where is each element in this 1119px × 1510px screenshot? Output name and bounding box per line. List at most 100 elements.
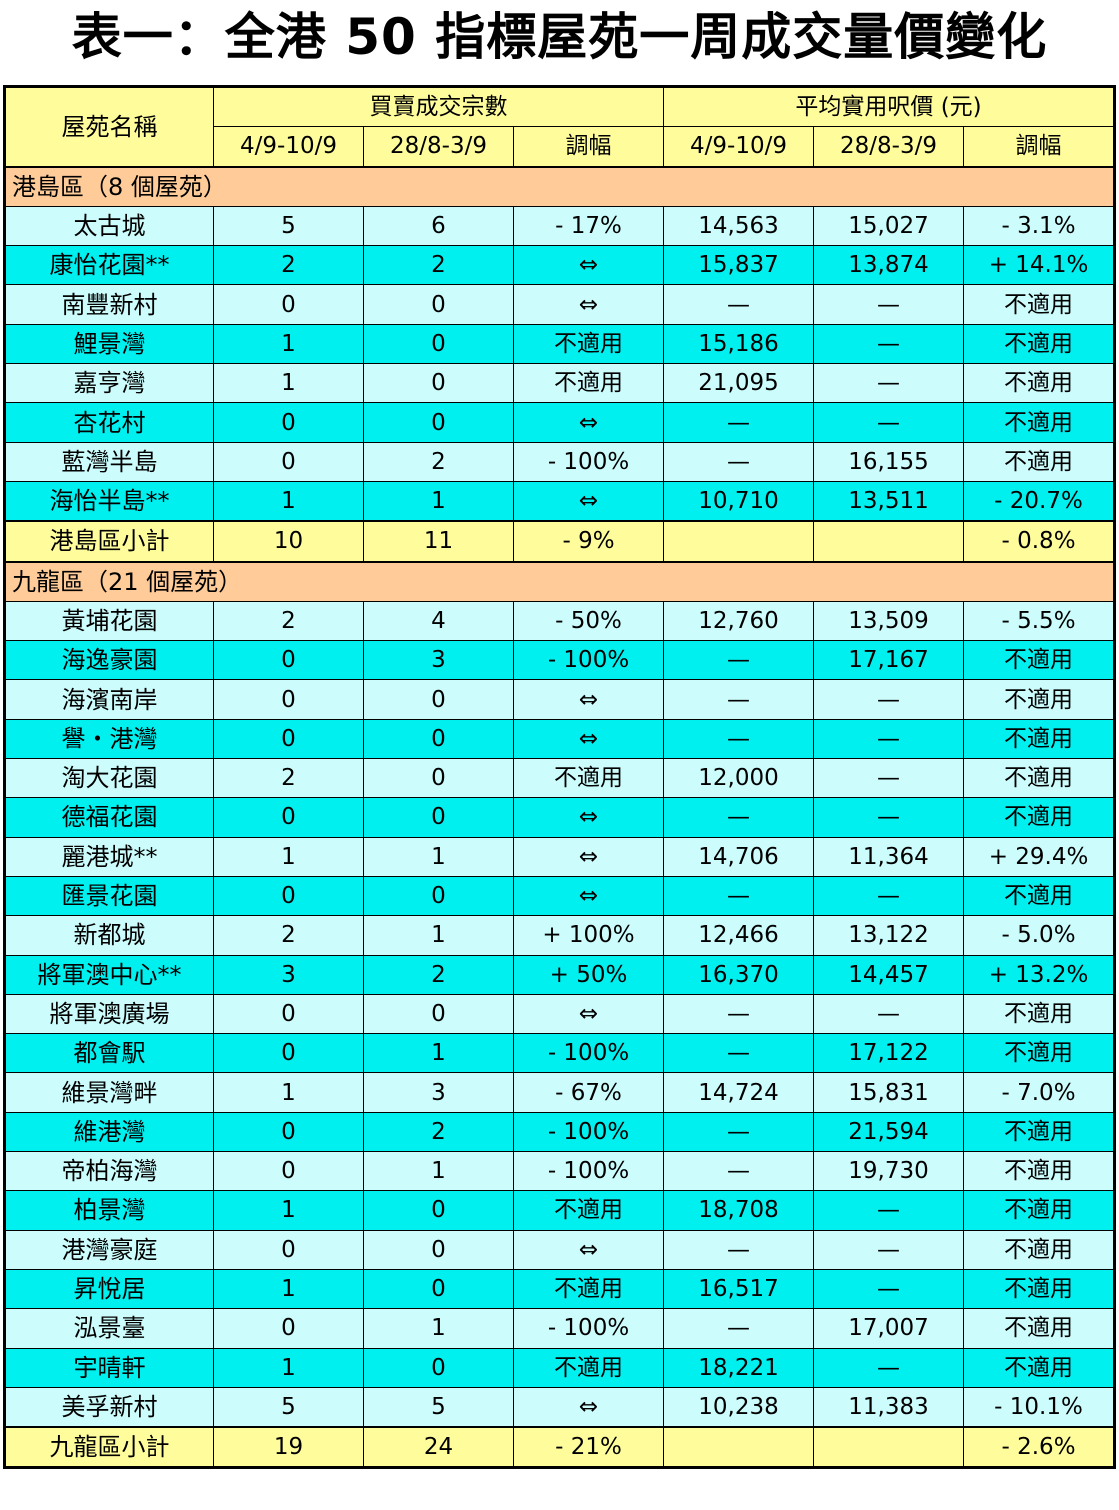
volume-change-cell: ⇔ bbox=[512, 1386, 665, 1428]
price-change-cell: 不適用 bbox=[963, 1229, 1116, 1270]
header-row-2: 4/9-10/9 28/8-3/9 調幅 4/9-10/9 28/8-3/9 調… bbox=[5, 126, 1116, 168]
estate-name-cell: 麗港城** bbox=[4, 836, 214, 877]
price-this-week-cell: 14,563 bbox=[663, 205, 815, 247]
volume-last-week-cell: 0 bbox=[363, 1190, 514, 1231]
price-this-week-cell: 16,370 bbox=[663, 954, 815, 995]
table-row: 昇悅居 1 0 不適用 16,517— 不適用 bbox=[4, 1268, 1116, 1310]
table-row: 海怡半島** 1 1 ⇔ 10,710 13,511- 20.7% bbox=[4, 480, 1116, 522]
volume-this-week-cell: 0 bbox=[213, 1111, 364, 1153]
price-last-week-cell: 19,730 bbox=[813, 1151, 965, 1192]
estate-name-cell: 都會駅 bbox=[4, 1033, 214, 1074]
volume-this-week-cell: 0 bbox=[213, 1308, 364, 1349]
table-row: 維景灣畔 1 3- 67% 14,724 15,831- 7.0% bbox=[4, 1072, 1116, 1113]
price-this-week-cell: 18,708 bbox=[663, 1190, 815, 1231]
volume-this-week-cell: 0 bbox=[213, 1229, 364, 1270]
price-last-week-cell: — bbox=[813, 1229, 965, 1270]
estate-name-cell: 康怡花園** bbox=[4, 245, 214, 286]
volume-change-cell: - 100% bbox=[512, 640, 665, 681]
price-change-cell: 不適用 bbox=[963, 875, 1116, 917]
price-change-cell: 不適用 bbox=[963, 402, 1116, 443]
price-this-week-cell: — bbox=[663, 1308, 815, 1349]
volume-change-cell: 不適用 bbox=[512, 363, 665, 404]
price-this-week-cell: — bbox=[663, 679, 815, 720]
volume-this-week-subtotal-cell: 19 bbox=[213, 1426, 364, 1469]
price-this-week-cell: 16,517 bbox=[663, 1268, 815, 1310]
volume-this-week-cell: 3 bbox=[213, 954, 364, 995]
table-row: 都會駅 0 1- 100% —17,122 不適用 bbox=[4, 1033, 1116, 1074]
volume-change-cell: ⇔ bbox=[512, 480, 665, 522]
price-change-cell: 不適用 bbox=[963, 363, 1116, 404]
price-last-week-cell: — bbox=[813, 679, 965, 720]
price-last-week-cell: — bbox=[813, 402, 965, 443]
price-change-cell: 不適用 bbox=[963, 640, 1116, 681]
price-change-cell: 不適用 bbox=[963, 797, 1116, 838]
volume-period2-header: 28/8-3/9 bbox=[363, 126, 514, 168]
volume-change-cell: 不適用 bbox=[512, 1190, 665, 1231]
estate-name-cell: 將軍澳廣場 bbox=[4, 993, 214, 1035]
volume-change-cell: - 100% bbox=[512, 1111, 665, 1153]
volume-last-week-cell: 4 bbox=[363, 600, 514, 642]
price-this-week-cell: — bbox=[663, 875, 815, 917]
estate-name-cell: 港灣豪庭 bbox=[4, 1229, 214, 1270]
price-change-subtotal-cell: - 2.6% bbox=[963, 1426, 1116, 1469]
price-change-cell: - 10.1% bbox=[963, 1386, 1116, 1428]
price-change-cell: 不適用 bbox=[963, 441, 1116, 482]
price-change-cell: 不適用 bbox=[963, 758, 1116, 799]
price-last-week-cell: 15,831 bbox=[813, 1072, 965, 1113]
volume-this-week-cell: 0 bbox=[213, 402, 364, 443]
volume-this-week-cell: 0 bbox=[213, 1151, 364, 1192]
volume-this-week-cell: 1 bbox=[213, 323, 364, 365]
price-change-cell: 不適用 bbox=[963, 1268, 1116, 1310]
volume-last-week-cell: 0 bbox=[363, 758, 514, 799]
volume-last-week-cell: 0 bbox=[363, 1268, 514, 1310]
price-change-cell: 不適用 bbox=[963, 1151, 1116, 1192]
table-row: 宇晴軒 1 0 不適用 18,221— 不適用 bbox=[4, 1347, 1116, 1388]
price-change-cell: + 29.4% bbox=[963, 836, 1116, 877]
price-header: 平均實用呎價 (元) bbox=[663, 85, 1116, 128]
price-last-week-cell: — bbox=[813, 875, 965, 917]
price-last-week-subtotal-cell bbox=[813, 520, 965, 563]
volume-change-cell: ⇔ bbox=[512, 875, 665, 917]
estate-name-cell: 譽・港灣 bbox=[4, 718, 214, 760]
subtotal-row: 九龍區小計 19 24- 21% - 2.6% bbox=[4, 1426, 1116, 1469]
volume-last-week-cell: 6 bbox=[363, 205, 514, 247]
volume-last-week-cell: 2 bbox=[363, 441, 514, 482]
price-change-cell: 不適用 bbox=[963, 1190, 1116, 1231]
price-this-week-cell: 18,221 bbox=[663, 1347, 815, 1388]
table-row: 泓景臺 0 1- 100% —17,007 不適用 bbox=[4, 1308, 1116, 1349]
price-last-week-cell: — bbox=[813, 993, 965, 1035]
table-row: 德福花園 0 0 ⇔ — — 不適用 bbox=[4, 797, 1116, 838]
volume-change-cell: ⇔ bbox=[512, 836, 665, 877]
price-this-week-cell: 21,095 bbox=[663, 363, 815, 404]
price-last-week-cell: 13,511 bbox=[813, 480, 965, 522]
volume-last-week-cell: 2 bbox=[363, 954, 514, 995]
volume-period1-header: 4/9-10/9 bbox=[213, 126, 364, 168]
volume-change-cell: + 50% bbox=[512, 954, 665, 995]
price-change-cell: 不適用 bbox=[963, 993, 1116, 1035]
volume-change-cell: ⇔ bbox=[512, 679, 665, 720]
table-row: 柏景灣 1 0 不適用 18,708— 不適用 bbox=[4, 1190, 1116, 1231]
estate-name-cell: 昇悅居 bbox=[4, 1268, 214, 1310]
volume-this-week-cell: 2 bbox=[213, 245, 364, 286]
volume-change-cell: ⇔ bbox=[512, 284, 665, 325]
price-change-header: 調幅 bbox=[963, 126, 1116, 168]
volume-last-week-cell: 0 bbox=[363, 402, 514, 443]
price-change-cell: 不適用 bbox=[963, 718, 1116, 760]
volume-change-subtotal-cell: - 9% bbox=[512, 520, 665, 563]
header-row-1: 屋苑名稱 買賣成交宗數 平均實用呎價 (元) bbox=[4, 85, 1116, 168]
price-change-cell: 不適用 bbox=[963, 1347, 1116, 1388]
volume-this-week-cell: 0 bbox=[213, 284, 364, 325]
price-last-week-cell: 21,594 bbox=[813, 1111, 965, 1153]
estate-name-cell: 杏花村 bbox=[4, 402, 214, 443]
volume-last-week-cell: 2 bbox=[363, 1111, 514, 1153]
price-this-week-cell: 15,186 bbox=[663, 323, 815, 365]
volume-last-week-cell: 0 bbox=[363, 718, 514, 760]
volume-last-week-cell: 1 bbox=[363, 1151, 514, 1192]
price-period2-header: 28/8-3/9 bbox=[813, 126, 965, 168]
price-change-cell: + 14.1% bbox=[963, 245, 1116, 286]
volume-last-week-cell: 1 bbox=[363, 480, 514, 522]
volume-change-cell: - 100% bbox=[512, 1151, 665, 1192]
price-last-week-cell: — bbox=[813, 1268, 965, 1310]
price-this-week-cell: — bbox=[663, 284, 815, 325]
volume-last-week-cell: 0 bbox=[363, 797, 514, 838]
